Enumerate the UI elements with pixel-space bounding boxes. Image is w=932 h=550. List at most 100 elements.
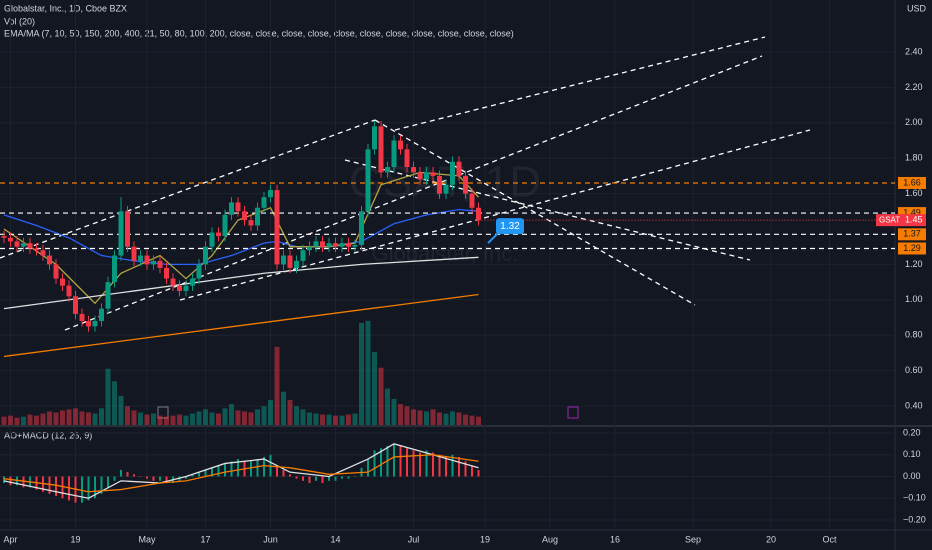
candle-body bbox=[177, 285, 182, 291]
candle-body bbox=[190, 278, 195, 286]
macd-histogram-bar bbox=[458, 456, 460, 477]
macd-histogram-bar bbox=[224, 463, 226, 477]
volume-bar bbox=[183, 415, 189, 425]
volume-bar bbox=[60, 410, 65, 425]
candle-body bbox=[125, 211, 130, 247]
macd-histogram-bar bbox=[263, 456, 265, 477]
candle-body bbox=[463, 175, 468, 194]
y-tick-label: 2.40 bbox=[905, 46, 923, 56]
volume-bar bbox=[229, 404, 234, 425]
macd-histogram-bar bbox=[438, 454, 441, 477]
candle-body bbox=[164, 267, 169, 279]
volume-bar bbox=[105, 368, 111, 425]
trend-line bbox=[394, 36, 766, 131]
macd-histogram-bar bbox=[113, 476, 116, 481]
volume-bar bbox=[1, 416, 7, 425]
volume-bar bbox=[281, 391, 286, 425]
volume-bar bbox=[248, 412, 254, 425]
volume-bar bbox=[469, 415, 475, 425]
candle-body bbox=[339, 243, 345, 247]
candle-body bbox=[430, 172, 436, 176]
volume-bar bbox=[8, 415, 13, 425]
candle-body bbox=[476, 207, 481, 221]
candle-body bbox=[365, 149, 371, 212]
candle-body bbox=[73, 296, 78, 314]
volume-bar bbox=[177, 414, 182, 425]
candle-body bbox=[144, 255, 150, 265]
candle-body bbox=[86, 321, 91, 327]
candle-body bbox=[261, 197, 267, 208]
macd-histogram-bar bbox=[373, 450, 376, 477]
macd-histogram-bar bbox=[87, 476, 90, 501]
y-tick-label: 0.60 bbox=[905, 365, 923, 375]
candle-body bbox=[118, 211, 124, 256]
candle-body bbox=[346, 243, 351, 247]
volume-bar bbox=[365, 320, 371, 425]
y-tick-label: 2.20 bbox=[905, 82, 923, 92]
macd-histogram-bar bbox=[341, 476, 343, 479]
candle-body bbox=[151, 260, 156, 265]
volume-bar bbox=[151, 413, 156, 425]
x-tick-label: 20 bbox=[766, 534, 776, 544]
volume-bar bbox=[274, 346, 280, 425]
candle-body bbox=[242, 211, 247, 221]
macd-histogram-bar bbox=[55, 476, 57, 497]
candle-body bbox=[21, 243, 26, 247]
candle-body bbox=[53, 264, 59, 279]
candle-body bbox=[27, 243, 33, 249]
candle-body bbox=[437, 175, 442, 194]
candle-body bbox=[320, 241, 325, 247]
macd-histogram-bar bbox=[61, 476, 64, 499]
y-tick-label: 1.00 bbox=[905, 294, 923, 304]
volume-bar bbox=[372, 352, 377, 425]
candle-body bbox=[424, 172, 429, 180]
volume-bar bbox=[34, 415, 39, 425]
candle-body bbox=[99, 308, 104, 322]
macd-histogram-bar bbox=[295, 476, 298, 479]
volume-bar bbox=[255, 409, 260, 425]
candle-body bbox=[274, 190, 280, 265]
macd-histogram-bar bbox=[250, 461, 252, 477]
volume-bar bbox=[385, 388, 390, 425]
y-tick-label: 2.00 bbox=[905, 117, 923, 127]
macd-histogram-bar bbox=[152, 476, 155, 481]
macd-histogram-bar bbox=[425, 450, 428, 477]
macd-tick-label: −0.10 bbox=[903, 493, 926, 503]
volume-bar bbox=[476, 416, 481, 425]
earnings-icon[interactable] bbox=[567, 406, 579, 419]
x-tick-label: May bbox=[138, 534, 156, 544]
volume-bar bbox=[287, 400, 293, 425]
macd-histogram-bar bbox=[406, 448, 408, 477]
macd-histogram-bar bbox=[256, 459, 259, 477]
candle-body bbox=[105, 282, 111, 309]
y-tick-label: 0.40 bbox=[905, 400, 923, 410]
candle-body bbox=[170, 278, 176, 286]
x-tick-label: 17 bbox=[200, 534, 210, 544]
volume-bar bbox=[450, 411, 455, 425]
volume-bar bbox=[430, 409, 436, 425]
price-tag bbox=[898, 176, 926, 189]
macd-histogram-bar bbox=[237, 459, 239, 477]
volume-bar bbox=[73, 408, 78, 425]
candle-body bbox=[40, 250, 46, 256]
volume-bar bbox=[443, 413, 449, 425]
volume-bar bbox=[40, 413, 46, 425]
x-tick-label: 16 bbox=[610, 534, 620, 544]
macd-histogram-bar bbox=[464, 461, 467, 477]
macd-histogram-bar bbox=[204, 469, 207, 477]
candle-body bbox=[34, 248, 39, 251]
candle-body bbox=[333, 243, 338, 247]
candle-body bbox=[60, 278, 65, 286]
macd-histogram-bar bbox=[165, 476, 168, 484]
macd-histogram-bar bbox=[321, 476, 324, 484]
volume-bar bbox=[209, 412, 215, 425]
y-tick-label: 1.80 bbox=[905, 153, 923, 163]
candle-body bbox=[411, 167, 416, 173]
volume-bar bbox=[307, 412, 312, 425]
volume-bar bbox=[326, 414, 332, 425]
earnings-icon[interactable] bbox=[157, 406, 169, 419]
macd-histogram-bar bbox=[445, 456, 447, 477]
candle-body bbox=[255, 207, 260, 226]
macd-histogram-bar bbox=[393, 443, 395, 477]
